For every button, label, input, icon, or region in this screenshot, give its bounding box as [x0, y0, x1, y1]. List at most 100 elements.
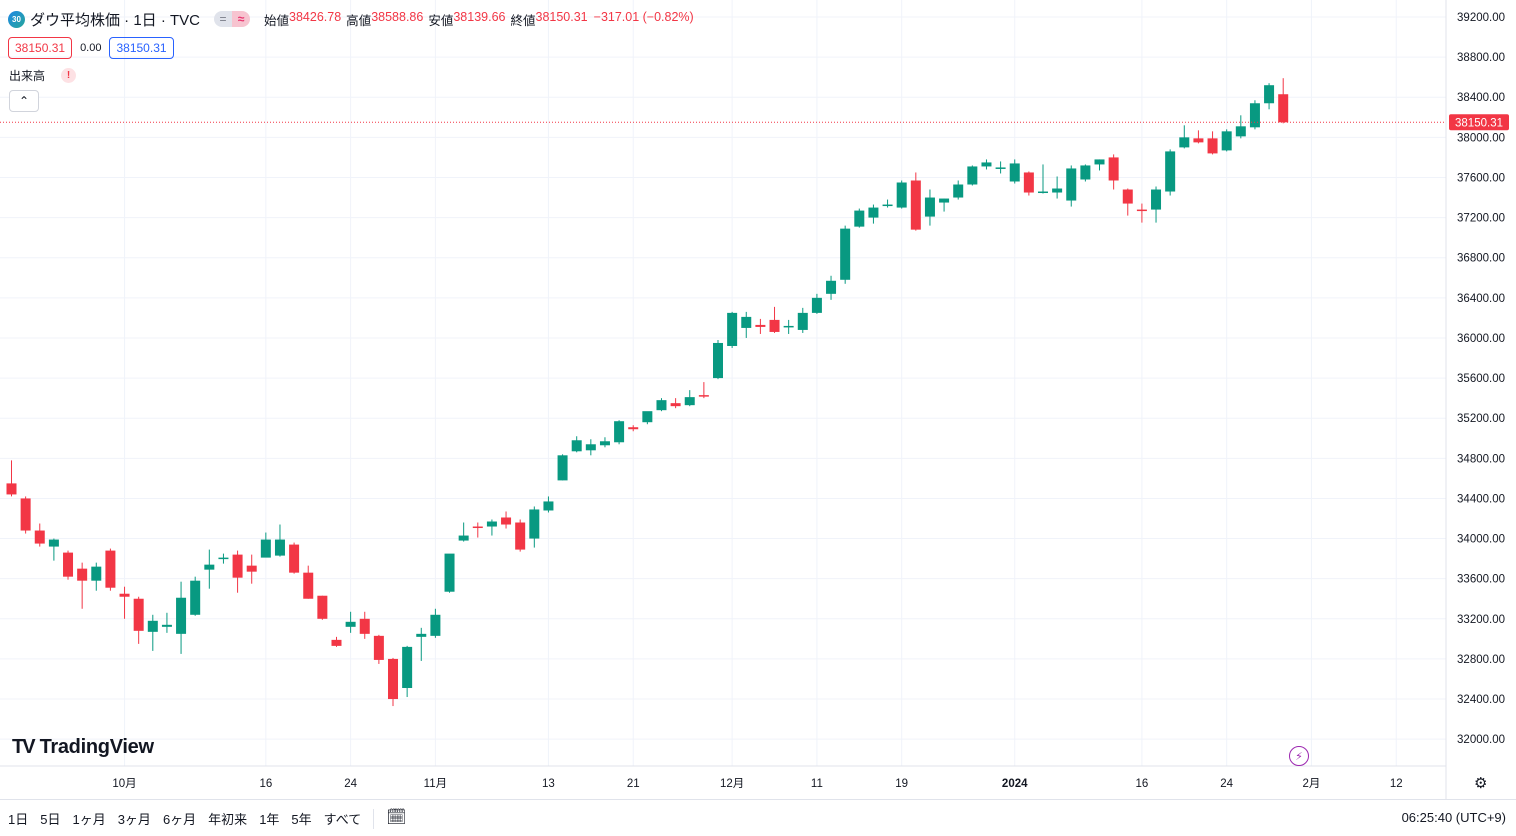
candle[interactable] — [797, 307, 808, 333]
candle[interactable] — [783, 319, 794, 334]
range-1m[interactable]: 1ヶ月 — [72, 812, 106, 827]
candle[interactable] — [713, 339, 723, 380]
candle[interactable] — [176, 581, 187, 654]
candle[interactable] — [840, 225, 851, 284]
candle[interactable] — [1136, 203, 1147, 223]
candle[interactable] — [1193, 130, 1204, 144]
symbol-badge[interactable]: 30 — [8, 10, 25, 28]
candle[interactable] — [1179, 125, 1190, 149]
range-1y[interactable]: 1年 — [259, 812, 280, 827]
candle[interactable] — [1264, 83, 1275, 110]
candle[interactable] — [303, 565, 314, 599]
candlestick-chart[interactable]: 32000.00 32400.00 32800.00 33200.00 33600.00… — [0, 0, 1516, 799]
candle[interactable] — [246, 554, 257, 584]
candle[interactable] — [995, 161, 1006, 174]
range-1d[interactable]: 1日 — [8, 812, 29, 827]
range-ytd[interactable]: 年初来 — [208, 812, 248, 827]
minus-icon[interactable]: = — [214, 11, 233, 27]
candle[interactable] — [1037, 164, 1048, 194]
candle[interactable] — [939, 198, 950, 212]
candle[interactable] — [204, 549, 215, 589]
candle[interactable] — [6, 460, 17, 497]
candle[interactable] — [232, 550, 243, 593]
candle[interactable] — [628, 425, 639, 432]
candle[interactable] — [63, 550, 74, 580]
candle[interactable] — [260, 532, 271, 558]
candle[interactable] — [359, 611, 370, 639]
candle[interactable] — [924, 189, 935, 226]
candle[interactable] — [670, 398, 681, 409]
collapse-legend-button[interactable]: ⌃ — [9, 90, 39, 112]
candle[interactable] — [854, 208, 865, 228]
candle[interactable] — [289, 542, 300, 574]
candle[interactable] — [1122, 188, 1133, 216]
range-all[interactable]: すべて — [323, 812, 362, 827]
candle[interactable] — [981, 159, 992, 170]
candle[interactable] — [274, 524, 285, 557]
candle[interactable] — [1165, 149, 1176, 196]
buy-price-button[interactable]: 38150.31 — [109, 37, 174, 59]
candle[interactable] — [1249, 100, 1260, 130]
candle[interactable] — [571, 436, 582, 453]
candle[interactable] — [1151, 186, 1162, 223]
candle[interactable] — [684, 390, 695, 407]
candle[interactable] — [698, 382, 709, 399]
candle[interactable] — [826, 275, 837, 300]
candle[interactable] — [147, 614, 158, 651]
candle[interactable] — [388, 657, 399, 707]
candle[interactable] — [501, 511, 512, 529]
candle[interactable] — [599, 437, 610, 448]
sell-price-button[interactable]: 38150.31 — [8, 37, 73, 59]
candle[interactable] — [91, 562, 102, 591]
candle[interactable] — [77, 562, 88, 609]
candle[interactable] — [882, 199, 893, 208]
candle[interactable] — [331, 636, 342, 647]
candle[interactable] — [1094, 159, 1105, 171]
candle[interactable] — [190, 576, 201, 616]
range-6m[interactable]: 6ヶ月 — [162, 812, 197, 827]
range-5d[interactable]: 5日 — [40, 812, 61, 827]
candle[interactable] — [48, 538, 59, 561]
candle[interactable] — [727, 311, 738, 348]
candle[interactable] — [1009, 159, 1020, 184]
candle[interactable] — [642, 411, 653, 425]
candle[interactable] — [161, 612, 172, 633]
candle[interactable] — [416, 627, 427, 661]
candle[interactable] — [515, 519, 526, 552]
candle[interactable] — [20, 496, 31, 534]
candle[interactable] — [373, 634, 384, 664]
candle[interactable] — [755, 318, 766, 334]
warning-icon[interactable]: ! — [61, 68, 77, 83]
symbol-title[interactable]: ダウ平均株価 · 1日 · TVC — [30, 11, 201, 29]
candle[interactable] — [472, 522, 483, 538]
candle[interactable] — [543, 496, 554, 513]
candle[interactable] — [953, 180, 964, 200]
candle[interactable] — [811, 293, 822, 314]
range-5y[interactable]: 5年 — [291, 812, 312, 827]
candle[interactable] — [896, 180, 907, 209]
candle[interactable] — [1278, 78, 1289, 124]
range-3m[interactable]: 3ヶ月 — [117, 812, 151, 827]
candle[interactable] — [741, 311, 752, 338]
chart-mode-toggle[interactable]: = ≈ — [214, 11, 251, 27]
candle[interactable] — [910, 172, 921, 231]
candle[interactable] — [557, 454, 568, 481]
tradingview-logo[interactable]: TV TradingView — [12, 736, 154, 759]
candle[interactable] — [119, 586, 130, 619]
candle[interactable] — [614, 420, 625, 445]
volume-indicator[interactable]: 出来高 ! — [9, 67, 77, 84]
clock[interactable]: 06:25:40 (UTC+9) — [1401, 810, 1506, 825]
candle[interactable] — [430, 608, 441, 638]
candle[interactable] — [133, 596, 144, 644]
candle[interactable] — [486, 519, 497, 536]
candle[interactable] — [656, 398, 667, 412]
candle[interactable] — [529, 506, 540, 548]
candle[interactable] — [34, 523, 45, 547]
lightning-icon[interactable]: ⚡ — [1289, 746, 1309, 766]
candle[interactable] — [1052, 176, 1063, 199]
candle[interactable] — [402, 645, 413, 698]
candle[interactable] — [1221, 129, 1232, 152]
candle[interactable] — [345, 611, 356, 633]
candle[interactable] — [444, 553, 455, 593]
candle[interactable] — [458, 522, 469, 542]
